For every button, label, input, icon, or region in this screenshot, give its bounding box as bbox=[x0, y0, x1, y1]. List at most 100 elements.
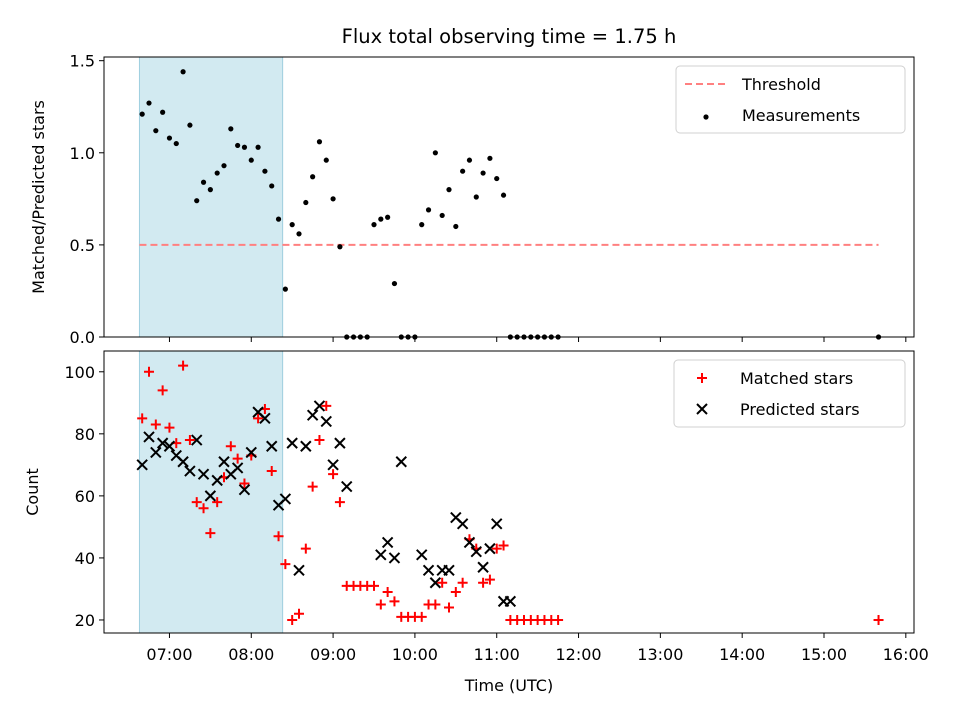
predicted-point bbox=[320, 415, 332, 428]
matched-point bbox=[232, 453, 243, 464]
measurement-point bbox=[419, 222, 425, 228]
chart-title: Flux total observing time = 1.75 h bbox=[342, 25, 677, 48]
measurement-point bbox=[235, 142, 241, 149]
matched-point bbox=[430, 599, 441, 610]
y-axis-label: Count bbox=[23, 468, 42, 516]
x-axis-label: Time (UTC) bbox=[464, 676, 553, 695]
predicted-point bbox=[484, 542, 496, 555]
predicted-point bbox=[184, 465, 196, 477]
matched-point bbox=[873, 614, 884, 625]
measurement-point bbox=[385, 214, 391, 220]
matched-point bbox=[266, 466, 277, 477]
measurement-point bbox=[378, 216, 384, 222]
measurement-point bbox=[289, 222, 295, 228]
matched-point bbox=[280, 559, 291, 570]
measurement-point bbox=[146, 100, 152, 106]
predicted-point bbox=[293, 564, 305, 577]
matched-point bbox=[369, 580, 379, 591]
matched-point bbox=[450, 587, 461, 598]
y-tick-label: 1.0 bbox=[70, 144, 95, 163]
predicted-point bbox=[313, 400, 326, 412]
measurement-point bbox=[296, 231, 302, 237]
matched-point bbox=[239, 478, 250, 489]
predicted-point bbox=[156, 437, 169, 449]
y-tick-label: 0.5 bbox=[70, 236, 95, 255]
predicted-point bbox=[238, 483, 251, 496]
predicted-point bbox=[381, 536, 394, 549]
top-panel: 0.0 0.5 1.0 1.5 Matched/Predicted stars Flux … bbox=[29, 25, 915, 347]
predicted-point bbox=[150, 446, 162, 459]
measurement-point bbox=[262, 168, 268, 174]
predicted-point bbox=[191, 434, 203, 446]
matched-point bbox=[478, 577, 489, 588]
matched-point bbox=[321, 400, 332, 411]
matched-point bbox=[150, 419, 161, 430]
y-tick-label: 20 bbox=[75, 611, 95, 630]
x-tick-label: 09:00 bbox=[310, 645, 356, 664]
matched-point bbox=[328, 469, 339, 480]
predicted-point bbox=[375, 549, 387, 561]
legend-predicted-swatch bbox=[696, 403, 708, 415]
matched-point bbox=[144, 366, 154, 377]
predicted-point bbox=[286, 437, 298, 449]
measurement-point bbox=[453, 223, 459, 230]
measurement-point bbox=[439, 212, 445, 219]
x-tick-label: 15:00 bbox=[801, 645, 847, 664]
matched-point bbox=[437, 577, 448, 588]
measurement-point bbox=[480, 170, 486, 176]
axes-frame bbox=[103, 350, 915, 634]
legend-matched-swatch bbox=[697, 373, 707, 383]
predicted-point bbox=[463, 536, 476, 549]
measurement-point bbox=[248, 157, 254, 163]
measurement-point bbox=[187, 122, 193, 128]
matched-point bbox=[178, 360, 189, 371]
matched-point bbox=[416, 611, 427, 622]
measurement-point bbox=[160, 109, 166, 115]
matched-point bbox=[184, 435, 195, 446]
predicted-point bbox=[491, 518, 503, 530]
matched-point bbox=[191, 497, 202, 508]
measurement-point bbox=[316, 139, 323, 145]
measurement-point bbox=[446, 187, 452, 193]
predicted-point bbox=[477, 561, 489, 573]
measurement-point bbox=[466, 157, 473, 163]
x-tick-label: 08:00 bbox=[228, 645, 274, 664]
matched-point bbox=[498, 540, 509, 551]
y-tick-label: 1.5 bbox=[70, 52, 95, 71]
matched-point bbox=[157, 385, 168, 396]
predicted-point bbox=[341, 480, 353, 493]
series-predicted-stars bbox=[136, 400, 517, 608]
predicted-point bbox=[136, 459, 148, 471]
matched-point bbox=[137, 413, 148, 424]
predicted-point bbox=[504, 595, 517, 608]
axes-frame bbox=[103, 56, 915, 338]
x-tick-label: 16:00 bbox=[883, 645, 929, 664]
bottom-panel: 20 40 60 80 100 07:00 08:00 09:00 10:00 11:00 12:0… bbox=[23, 350, 929, 695]
predicted-point bbox=[388, 552, 401, 564]
matched-point bbox=[389, 596, 400, 607]
predicted-point bbox=[470, 546, 482, 558]
measurement-point bbox=[207, 187, 213, 193]
matched-point bbox=[198, 503, 209, 514]
predicted-point bbox=[259, 412, 271, 425]
series-measurements bbox=[139, 69, 882, 340]
predicted-point bbox=[306, 409, 319, 421]
y-tick-label: 0.0 bbox=[70, 328, 95, 347]
y-tick-label: 80 bbox=[75, 425, 95, 444]
measurement-point bbox=[241, 144, 248, 150]
legend: Threshold Measurements bbox=[675, 65, 906, 134]
y-tick-label: 100 bbox=[64, 363, 95, 382]
legend-measurements-swatch bbox=[703, 114, 709, 120]
matched-point bbox=[491, 543, 502, 554]
measurement-point bbox=[282, 286, 288, 292]
measurement-point bbox=[330, 196, 336, 202]
matched-point bbox=[553, 614, 564, 625]
predicted-point bbox=[456, 518, 469, 530]
y-tick-label: 40 bbox=[75, 549, 95, 568]
predicted-point bbox=[327, 459, 339, 471]
measurement-point bbox=[228, 126, 234, 132]
matched-point bbox=[300, 543, 311, 554]
matched-point bbox=[253, 413, 264, 424]
measurement-point bbox=[310, 174, 316, 180]
